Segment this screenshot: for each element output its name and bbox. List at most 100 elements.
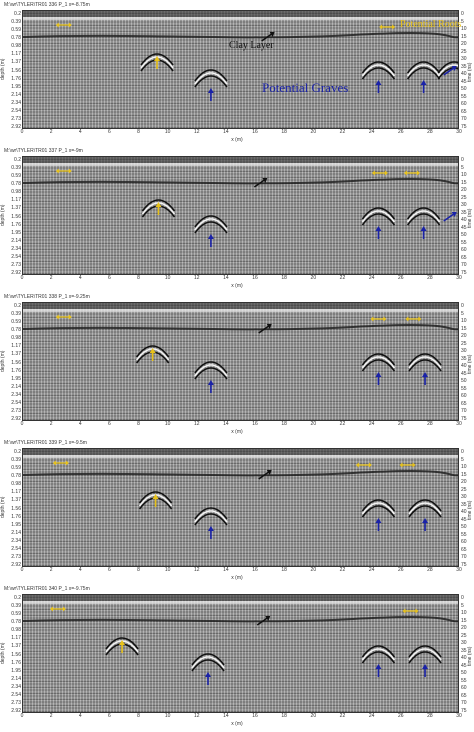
depth-tick-label: 2.14 xyxy=(11,383,21,390)
x-axis: 0 2 4 6 8 10 12 14 16 18 20 22 24 26 28 30 xyxy=(20,713,462,720)
depth-tick-label: 0.98 xyxy=(11,43,21,50)
time-tick-label: 50 xyxy=(461,378,467,385)
time-tick-label: 50 xyxy=(461,524,467,531)
depth-tick-label: 1.76 xyxy=(11,75,21,82)
depth-tick-label: 1.56 xyxy=(11,505,21,512)
x-tick-label: 6 xyxy=(108,129,111,135)
depth-tick-label: 1.37 xyxy=(11,205,21,212)
time-tick-label: 10 xyxy=(461,26,467,33)
clay-layer-arrow-icon xyxy=(253,178,268,188)
x-tick-label: 0 xyxy=(20,275,24,281)
root-up-arrow-icon xyxy=(149,348,156,361)
time-axis-label: time (ns) xyxy=(467,354,473,374)
x-axis-label: x (m) xyxy=(231,137,243,143)
depth-tick-label: 2.14 xyxy=(11,91,21,98)
radargram-overlay xyxy=(23,11,458,101)
panel-header: M:\wr\TYLER\TR01 339 P_1 x=-9.5m xyxy=(4,440,87,446)
radargram-overlay xyxy=(23,449,458,539)
depth-axis-label: depth (m) xyxy=(0,642,6,664)
x-axis-label: x (m) xyxy=(231,283,243,289)
depth-tick-label: 2.54 xyxy=(11,399,21,406)
time-axis: 0 5 10 15 20 25 30 35 40 45 50 55 60 65 70 75 xyxy=(461,10,473,130)
time-tick-label: 75 xyxy=(461,562,467,568)
time-tick-label: 55 xyxy=(461,93,467,100)
depth-tick-label: 0.2 xyxy=(14,303,21,309)
clay-layer-arrow-icon xyxy=(258,324,272,334)
root-arrow-icon xyxy=(55,22,72,28)
x-tick-label: 26 xyxy=(397,275,404,281)
depth-tick-label: 2.34 xyxy=(11,99,21,106)
x-tick-label: 0 xyxy=(20,713,24,719)
x-tick-label: 30 xyxy=(456,421,462,427)
time-axis: 0 5 10 15 20 25 30 35 40 45 50 55 60 65 70 75 xyxy=(461,448,473,568)
root-up-arrow-icon xyxy=(154,56,161,69)
diffraction-hyperbola xyxy=(361,353,396,372)
time-tick-label: 45 xyxy=(461,370,467,377)
clay-layer-arrow-icon xyxy=(261,32,275,42)
time-tick-label: 70 xyxy=(461,408,467,415)
depth-tick-label: 1.56 xyxy=(11,651,21,658)
grave-arrow-icon xyxy=(375,226,382,239)
grave-arrow-icon xyxy=(420,80,427,93)
time-tick-label: 40 xyxy=(461,655,467,662)
time-tick-label: 5 xyxy=(461,164,464,171)
x-tick-label: 26 xyxy=(397,713,404,719)
depth-tick-label: 1.76 xyxy=(11,367,21,374)
x-tick-label: 28 xyxy=(427,421,433,427)
depth-tick-label: 0.39 xyxy=(11,311,21,318)
radargram-overlay xyxy=(23,595,458,685)
grave-arrow-icon xyxy=(422,518,429,531)
depth-tick-label: 2.92 xyxy=(11,124,21,130)
time-tick-label: 10 xyxy=(461,172,467,179)
time-tick-label: 0 xyxy=(461,449,464,455)
diffraction-hyperbola xyxy=(408,353,442,372)
time-tick-label: 15 xyxy=(461,617,467,624)
depth-tick-label: 2.54 xyxy=(11,545,21,552)
time-tick-label: 70 xyxy=(461,700,467,707)
depth-tick-label: 2.92 xyxy=(11,562,21,568)
depth-tick-label: 2.73 xyxy=(11,407,21,414)
x-tick-label: 8 xyxy=(137,275,140,281)
root-arrow-icon xyxy=(403,170,420,176)
depth-tick-label: 1.37 xyxy=(11,643,21,650)
diffraction-hyperbola xyxy=(361,645,396,664)
x-tick-label: 30 xyxy=(456,275,462,281)
root-arrow-icon xyxy=(55,314,72,320)
radargram-image xyxy=(22,448,459,567)
depth-tick-label: 1.37 xyxy=(11,351,21,358)
diffraction-hyperbola xyxy=(361,61,396,80)
time-tick-label: 25 xyxy=(461,486,467,493)
time-tick-label: 45 xyxy=(461,224,467,231)
x-axis: 0 2 4 6 8 10 12 14 16 18 20 22 24 26 28 30 xyxy=(21,129,462,136)
depth-tick-label: 0.98 xyxy=(11,481,21,488)
depth-tick-label: 2.73 xyxy=(11,553,21,560)
depth-tick-label: 1.95 xyxy=(11,83,21,90)
x-tick-label: 8 xyxy=(137,421,140,427)
time-tick-label: 20 xyxy=(461,187,467,194)
x-tick-label: 6 xyxy=(108,275,111,281)
x-tick-label: 6 xyxy=(108,567,111,573)
depth-tick-label: 1.17 xyxy=(11,197,21,204)
depth-tick-label: 0.39 xyxy=(11,603,21,610)
depth-tick-label: 0.98 xyxy=(11,189,21,196)
time-tick-label: 5 xyxy=(461,602,464,609)
depth-tick-label: 1.37 xyxy=(11,497,21,504)
grave-arrow-icon xyxy=(207,234,214,247)
x-tick-label: 8 xyxy=(137,713,140,719)
time-tick-label: 35 xyxy=(461,647,467,654)
x-axis-label: x (m) xyxy=(231,721,243,727)
depth-tick-label: 1.37 xyxy=(11,59,21,66)
x-tick-label: 22 xyxy=(339,713,346,719)
x-tick-label: 22 xyxy=(339,421,346,427)
time-tick-label: 10 xyxy=(461,318,467,325)
depth-tick-label: 1.17 xyxy=(11,489,21,496)
time-tick-label: 70 xyxy=(461,262,467,269)
depth-tick-label: 0.2 xyxy=(14,157,21,163)
radargram-panel: M:\wr\TYLER\TR01 338 P_1 x=-9.25m 0.2 0.39… xyxy=(0,294,474,436)
clay-layer-arrow-icon xyxy=(258,470,272,480)
x-tick-label: 14 xyxy=(223,275,229,281)
depth-tick-label: 2.34 xyxy=(11,683,21,690)
x-tick-label: 24 xyxy=(368,567,375,573)
time-axis: 0 5 10 15 20 25 30 35 40 45 50 55 60 65 70 75 xyxy=(461,594,473,714)
time-tick-label: 45 xyxy=(461,516,467,523)
